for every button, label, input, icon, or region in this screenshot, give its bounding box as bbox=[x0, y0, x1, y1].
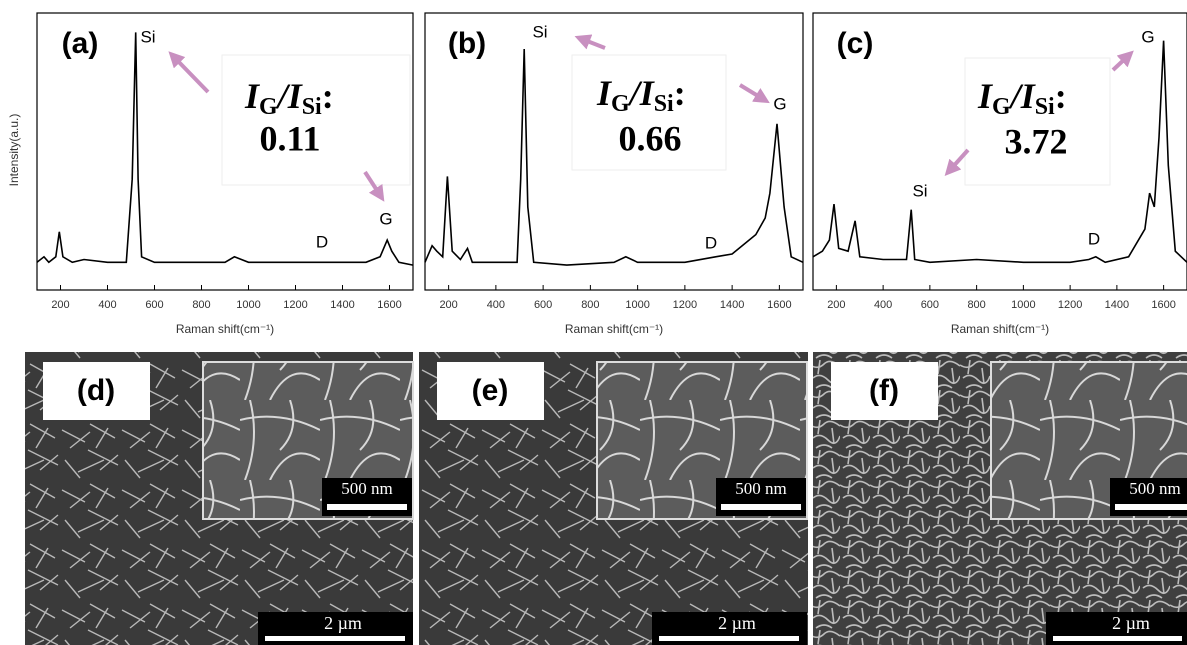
peak-label: Si bbox=[912, 181, 927, 200]
ratio-part: G bbox=[611, 91, 630, 117]
x-tick-label: 1600 bbox=[1151, 299, 1175, 311]
arrow bbox=[740, 85, 763, 99]
ratio-value: 3.72 bbox=[1005, 121, 1068, 161]
panel-label: (b) bbox=[448, 27, 486, 60]
inset-scale-bar bbox=[327, 504, 407, 510]
raman-chart: 200 400 600 800 1000 1200 1400 1600 Raman shift(… bbox=[813, 13, 1187, 336]
figure: 200 400 600 800 1000 1200 1400 1600 Raman shift(… bbox=[0, 0, 1187, 645]
y-axis-label: Intensity(a.u.) bbox=[7, 114, 21, 187]
x-tick-label: 1400 bbox=[1105, 299, 1129, 311]
x-tick-label: 600 bbox=[921, 299, 939, 311]
inset-scale-bar bbox=[1115, 504, 1187, 510]
x-tick-label: 1000 bbox=[625, 299, 649, 311]
x-tick-label: 400 bbox=[874, 299, 892, 311]
x-tick-label: 600 bbox=[534, 299, 552, 311]
raman-panels: 200 400 600 800 1000 1200 1400 1600 Raman shift(… bbox=[7, 13, 1187, 336]
panel-label: (a) bbox=[62, 27, 99, 60]
x-tick-label: 800 bbox=[967, 299, 985, 311]
inset-scale-label: 500 nm bbox=[1129, 479, 1180, 498]
ratio-part: /I bbox=[627, 73, 656, 113]
peak-label: Si bbox=[140, 27, 155, 46]
x-tick-label: 1600 bbox=[767, 299, 791, 311]
arrow bbox=[582, 39, 605, 48]
ratio-value: 0.66 bbox=[619, 118, 682, 158]
x-axis-label: Raman shift(cm⁻¹) bbox=[176, 322, 274, 336]
x-tick-label: 1200 bbox=[283, 299, 307, 311]
sem-image: (f) 500 nm 2 µm bbox=[813, 352, 1187, 645]
x-axis-label: Raman shift(cm⁻¹) bbox=[951, 322, 1049, 336]
panel-label: (e) bbox=[472, 374, 509, 407]
ratio-part: /I bbox=[275, 76, 304, 116]
ratio-value: 0.11 bbox=[259, 118, 320, 158]
sem-image: (e) 500 nm 2 µm bbox=[419, 352, 808, 645]
peak-label: G bbox=[379, 209, 392, 228]
sem-panels: (d) 500 nm 2 µm (e) 500 nm 2 µm (f) 500 nm 2 µm bbox=[25, 352, 1187, 645]
ratio-part: Si bbox=[302, 94, 322, 120]
x-tick-label: 1200 bbox=[1058, 299, 1082, 311]
ratio-part: : bbox=[322, 76, 334, 116]
x-tick-label: 200 bbox=[439, 299, 457, 311]
x-tick-label: 1000 bbox=[1011, 299, 1035, 311]
x-tick-label: 1400 bbox=[330, 299, 354, 311]
inset-scale-label: 500 nm bbox=[341, 479, 392, 498]
scale-bar bbox=[265, 636, 405, 641]
x-tick-label: 400 bbox=[98, 299, 116, 311]
x-tick-label: 800 bbox=[581, 299, 599, 311]
ratio-part: G bbox=[992, 94, 1011, 120]
panel-label: (f) bbox=[869, 374, 899, 407]
inset-scale-label: 500 nm bbox=[735, 479, 786, 498]
x-tick-label: 600 bbox=[145, 299, 163, 311]
arrow bbox=[1113, 56, 1128, 70]
panel-label: (d) bbox=[77, 374, 115, 407]
scale-label: 2 µm bbox=[1112, 613, 1150, 633]
peak-label: D bbox=[1088, 229, 1100, 248]
x-tick-label: 200 bbox=[827, 299, 845, 311]
scale-label: 2 µm bbox=[324, 613, 362, 633]
ratio-part: : bbox=[674, 73, 686, 113]
x-tick-label: 800 bbox=[192, 299, 210, 311]
raman-chart: 200 400 600 800 1000 1200 1400 1600 Raman shift(… bbox=[425, 13, 803, 336]
x-tick-label: 1200 bbox=[673, 299, 697, 311]
ratio-part: Si bbox=[1035, 94, 1055, 120]
scale-label: 2 µm bbox=[718, 613, 756, 633]
x-tick-label: 200 bbox=[51, 299, 69, 311]
x-tick-label: 1000 bbox=[236, 299, 260, 311]
inset-scale-bar bbox=[721, 504, 801, 510]
peak-label: D bbox=[705, 233, 717, 252]
x-tick-label: 1600 bbox=[377, 299, 401, 311]
peak-label: D bbox=[316, 232, 328, 251]
arrow bbox=[174, 57, 208, 92]
raman-chart: 200 400 600 800 1000 1200 1400 1600 Raman shift(… bbox=[7, 13, 413, 336]
peak-label: Si bbox=[532, 22, 547, 41]
peak-label: G bbox=[773, 94, 786, 113]
ratio-part: G bbox=[259, 94, 278, 120]
ratio-part: Si bbox=[654, 91, 674, 117]
x-axis-label: Raman shift(cm⁻¹) bbox=[565, 322, 663, 336]
peak-label: G bbox=[1141, 27, 1154, 46]
sem-image: (d) 500 nm 2 µm bbox=[25, 352, 413, 645]
panel-label: (c) bbox=[837, 27, 874, 60]
ratio-part: : bbox=[1055, 76, 1067, 116]
x-tick-label: 1400 bbox=[720, 299, 744, 311]
scale-bar bbox=[1053, 636, 1182, 641]
x-tick-label: 400 bbox=[487, 299, 505, 311]
ratio-part: /I bbox=[1008, 76, 1037, 116]
scale-bar bbox=[659, 636, 799, 641]
